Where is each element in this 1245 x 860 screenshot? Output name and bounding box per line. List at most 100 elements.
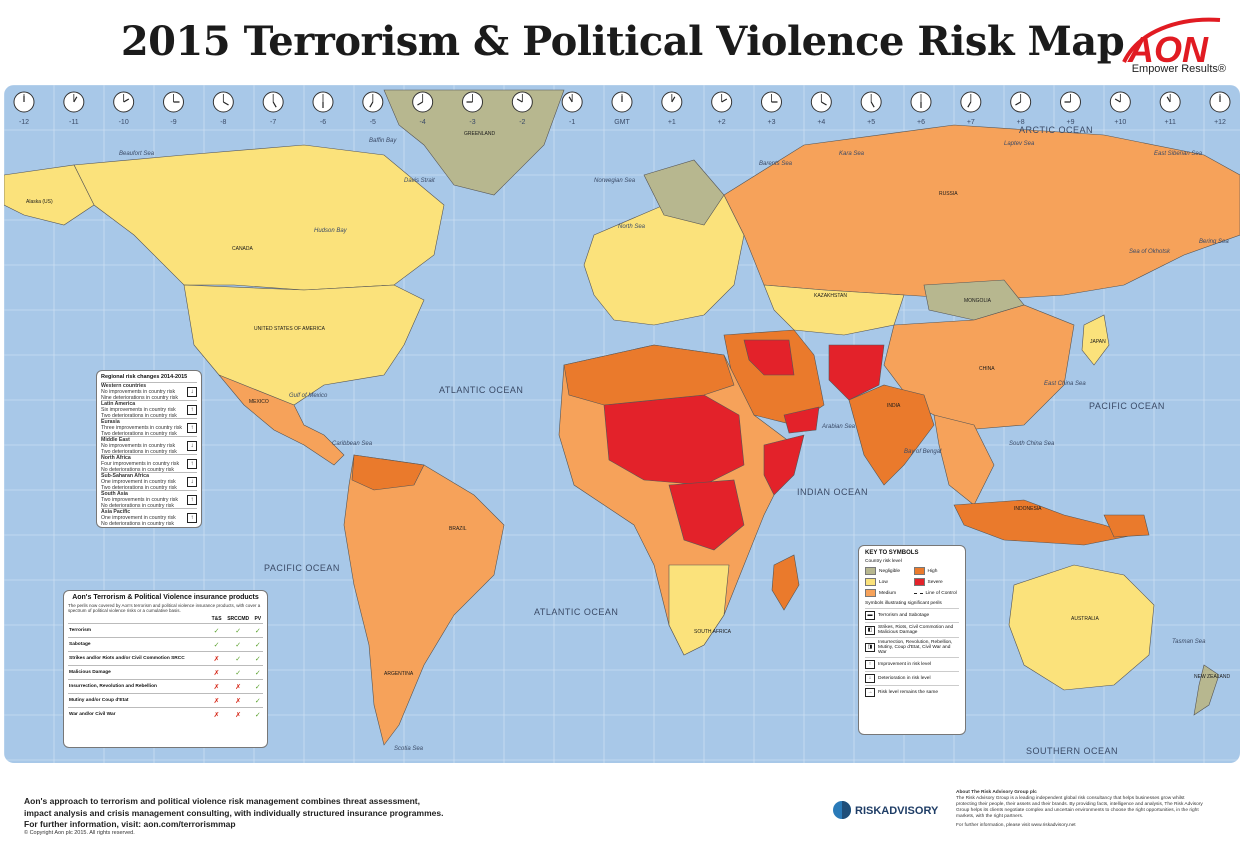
region-line: Nine deteriorations in country risk [101, 394, 178, 401]
timezone-clock-icon: -5 [362, 91, 384, 126]
label-new-zealand: NEW ZEALAND [1194, 674, 1231, 680]
land-mexico [218, 374, 345, 466]
cross-icon: ✗ [209, 679, 224, 694]
legend-line-of-control: Line of Control [913, 589, 960, 597]
land-japan [1081, 314, 1110, 366]
risk-advisory-about: About The Risk Advisory Group plc The Ri… [956, 790, 1203, 828]
insurance-row: War and/or Civil War ✗ ✗ ✓ [68, 707, 263, 721]
insurance-table: T&S SRCCMD PV Terrorism ✓ ✓ ✓ Sabotage ✓ ✓ ✓ Str… [68, 615, 263, 721]
check-icon: ✓ [252, 651, 263, 666]
col-ts: T&S [211, 616, 222, 622]
peril-symbol-icon: → [865, 688, 875, 697]
timezone-clock-icon: -7 [262, 91, 284, 126]
regional-row: South Asia Two improvements in country ri… [101, 490, 197, 509]
symbol-label: Insurrection, Revolution, Rebellion, Mut… [878, 640, 953, 655]
timezone-label: +7 [967, 119, 975, 126]
regional-row: Sub-Saharan Africa One improvement in cou… [101, 472, 197, 491]
region-line: Two deteriorations in country risk [101, 484, 177, 491]
timezone-clock-icon: +2 [711, 91, 733, 126]
peril-name: Sabotage [68, 637, 210, 652]
insurance-row: Mutiny and/or Coup d'Etat ✗ ✗ ✓ [68, 693, 263, 708]
label-australia: AUSTRALIA [1071, 616, 1099, 622]
insurance-row: Malicious Damage ✗ ✓ ✓ [68, 665, 263, 680]
timezone-label: +1 [668, 119, 676, 126]
insurance-row: Insurrection, Revolution and Rebellion ✗ ✗… [68, 679, 263, 694]
land-china [883, 304, 1075, 431]
label-kara-sea: Kara Sea [839, 151, 865, 157]
label-argentina: ARGENTINA [384, 671, 414, 677]
peril-symbol-icon: ▬ [865, 611, 875, 620]
region-name: Latin America [101, 400, 136, 407]
check-icon: ✓ [223, 623, 253, 638]
risk-map: -12 -11 -10 -9 -8 -7 -6 -5 -4 -3 -2 -1 GMT +1 +2 +3 +4 +5… [4, 85, 1240, 763]
timezone-label: -11 [69, 119, 79, 126]
land-sahel [603, 394, 745, 486]
footer-description: Aon's approach to terrorism and politica… [24, 796, 464, 831]
symbol-legend-row: ↑ Improvement in risk level [865, 657, 959, 671]
world-map-svg: -12 -11 -10 -9 -8 -7 -6 -5 -4 -3 -2 -1 GMT +1 +2 +3 +4 +5… [4, 85, 1240, 763]
insurance-title: Aon's Terrorism & Political Violence ins… [72, 594, 259, 601]
timezone-clock-icon: +5 [860, 91, 882, 126]
trend-arrow-icon: ↓ [187, 386, 197, 397]
land-india [848, 384, 935, 486]
cross-icon: ✗ [223, 693, 253, 708]
land-usa [183, 284, 425, 406]
region-line: Four improvements in country risk [101, 460, 180, 467]
page-title: 2015 Terrorism & Political Violence Risk… [120, 18, 1125, 65]
timezone-clock-icon: -10 [113, 91, 135, 126]
trend-arrow-icon: ↑ [187, 404, 197, 415]
check-icon: ✓ [209, 637, 224, 652]
region-line: Six improvements in country risk [101, 406, 176, 413]
peril-symbol-icon: ◨ [865, 643, 875, 652]
label-mongolia: MONGOLIA [964, 298, 992, 304]
timezone-clock-icon: +9 [1060, 91, 1081, 126]
check-icon: ✓ [252, 679, 263, 694]
check-icon: ✓ [252, 665, 263, 680]
symbol-legend-row: ◧ Strikes, Riots, Civil Commotion and Mal… [865, 622, 959, 637]
label-bay-of-bengal: Bay of Bengal [904, 449, 942, 455]
label-indian-ocean: INDIAN OCEAN [797, 487, 868, 497]
insurance-intro: The perils now covered by Aon's terroris… [68, 603, 261, 613]
timezone-label: -12 [19, 119, 29, 126]
regional-row: Asia Pacific One improvement in country r… [101, 508, 197, 527]
check-icon: ✓ [252, 637, 263, 652]
symbol-label: Deterioration in risk level [878, 676, 931, 681]
label-india: INDIA [887, 403, 901, 409]
symbol-legend-row: ▬ Terrorism and Sabotage [865, 608, 959, 622]
label-kazakhstan: KAZAKHSTAN [814, 293, 847, 299]
region-line: Two deteriorations in country risk [101, 430, 177, 437]
timezone-label: +11 [1164, 119, 1175, 126]
region-line: No improvements in country risk [101, 442, 176, 449]
region-name: Eurasia [101, 418, 120, 425]
peril-name: Strikes and/or Riots and/or Civil Commot… [68, 651, 210, 666]
region-name: Middle East [101, 436, 130, 443]
label-davis-strait: Davis Strait [404, 178, 435, 184]
label-east-siberian-sea: East Siberian Sea [1154, 151, 1203, 157]
region-name: North Africa [101, 454, 131, 461]
footer-link[interactable]: For further information, visit: aon.com/… [24, 819, 236, 829]
land-afpak [828, 344, 885, 401]
cross-icon: ✗ [223, 679, 253, 694]
region-line: Two deteriorations in country risk [101, 448, 177, 455]
label-barents-sea: Barents Sea [759, 161, 793, 167]
timezone-clock-icon: -9 [163, 91, 184, 126]
region-name: Sub-Saharan Africa [101, 472, 149, 479]
peril-symbol-icon: ↑ [865, 660, 875, 669]
risk-advisory-logo: RISKADVISORY [833, 801, 939, 819]
timezone-label: -4 [420, 119, 426, 126]
label-beaufort-sea: Beaufort Sea [119, 151, 155, 157]
label-bering-sea: Bering Sea [1199, 239, 1229, 245]
region-line: Three improvements in country risk [101, 424, 183, 431]
timezone-clock-icon: +3 [761, 91, 782, 126]
svg-text:AON: AON [1127, 29, 1209, 70]
timezone-clock-icon: GMT [611, 91, 633, 126]
insurance-row: Sabotage ✓ ✓ ✓ [68, 637, 263, 652]
label-russia: RUSSIA [939, 191, 958, 197]
brand-tagline: Empower Results® [1131, 63, 1226, 75]
region-line: No deteriorations in country risk [101, 502, 174, 509]
legend-high: High [913, 567, 960, 575]
timezone-clock-icon: -3 [462, 91, 483, 126]
check-icon: ✓ [252, 623, 263, 638]
label-greenland: GREENLAND [464, 131, 496, 137]
regional-row: Eurasia Three improvements in country ris… [101, 418, 197, 437]
